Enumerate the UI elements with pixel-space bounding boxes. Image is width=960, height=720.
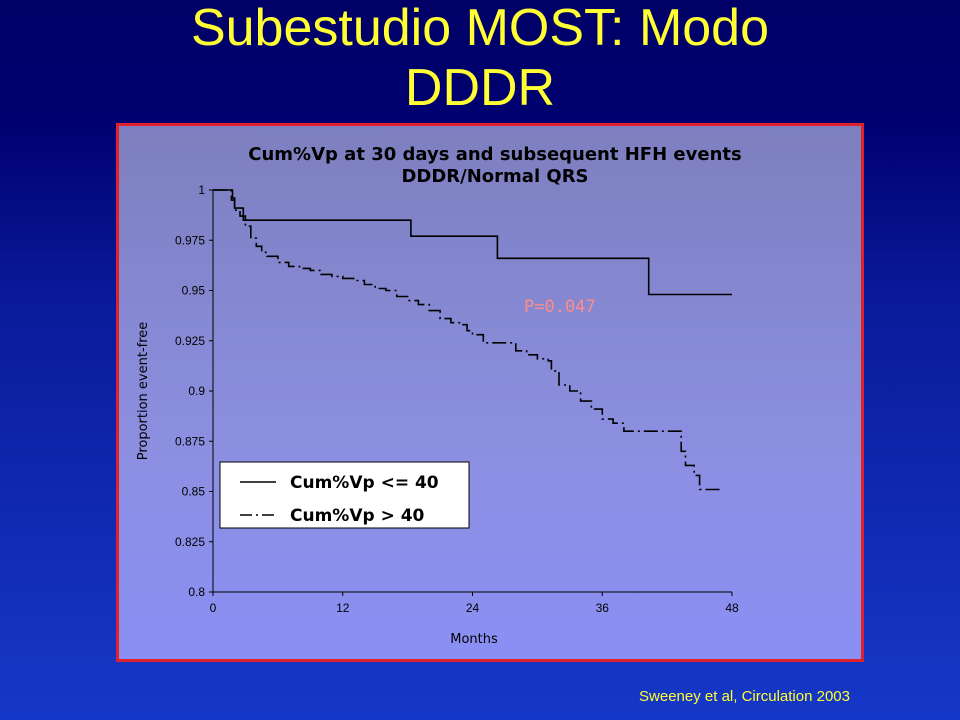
y-tick-label: 1 (198, 183, 205, 197)
y-axis-label: Proportion event-free (136, 322, 151, 461)
chart-curves (213, 189, 732, 491)
chart-title: Cum%Vp at 30 days and subsequent HFH eve… (248, 144, 741, 165)
citation: Sweeney et al, Circulation 2003 (639, 688, 850, 705)
x-tick-label: 36 (596, 601, 610, 615)
slide-title-line1: Subestudio MOST: Modo (190, 0, 770, 57)
series-line-1 (213, 189, 732, 296)
x-tick-label: 12 (336, 601, 350, 615)
legend-box (219, 461, 470, 529)
y-tick-label: 0.875 (175, 434, 205, 448)
y-tick-label: 0.95 (182, 284, 206, 298)
y-tick-label: 0.8 (188, 585, 205, 599)
y-tick-label: 0.9 (188, 384, 205, 398)
legend-label: Cum%Vp <= 40 (290, 473, 439, 493)
chart-frame: Cum%Vp at 30 days and subsequent HFH eve… (116, 123, 864, 662)
x-tick-label: 48 (725, 601, 739, 615)
km-chart: Cum%Vp at 30 days and subsequent HFH eve… (136, 144, 742, 647)
chart-subtitle: DDDR/Normal QRS (401, 166, 588, 187)
chart-axes: 0.8 0.825 0.85 0.875 0.9 0.925 0.95 0.975 1 0 12 24… (175, 183, 739, 615)
y-tick-label: 0.825 (175, 535, 205, 549)
y-tick-label: 0.925 (175, 334, 205, 348)
y-tick-label: 0.85 (182, 485, 206, 499)
x-tick-label: 0 (210, 601, 217, 615)
slide-title: Subestudio MOST: Modo DDDR (0, 0, 960, 118)
p-value-annotation: P=0.047 (524, 297, 596, 317)
y-tick-label: 0.975 (175, 233, 205, 247)
series-line-2 (213, 189, 722, 491)
x-tick-label: 24 (466, 601, 480, 615)
chart-legend: Cum%Vp <= 40 Cum%Vp > 40 (219, 461, 470, 529)
x-axis-label: Months (450, 632, 498, 647)
slide-title-line2: DDDR (404, 59, 556, 117)
legend-label: Cum%Vp > 40 (290, 506, 425, 526)
